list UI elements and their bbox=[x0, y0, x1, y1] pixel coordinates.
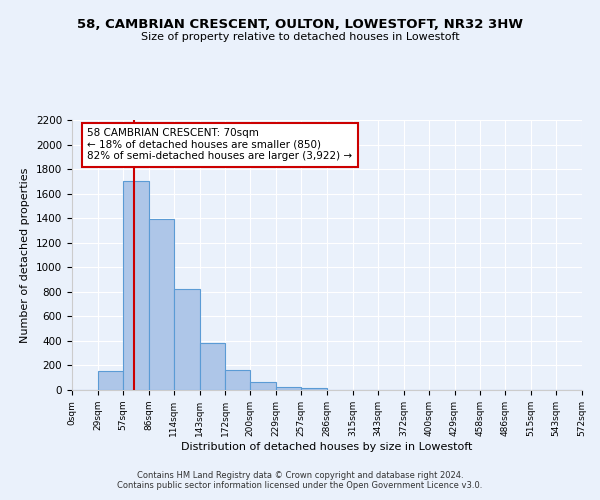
Y-axis label: Number of detached properties: Number of detached properties bbox=[20, 168, 31, 342]
Bar bbox=[149, 220, 173, 390]
Text: 58 CAMBRIAN CRESCENT: 70sqm
← 18% of detached houses are smaller (850)
82% of se: 58 CAMBRIAN CRESCENT: 70sqm ← 18% of det… bbox=[88, 128, 352, 162]
Bar bbox=[301, 388, 327, 390]
Bar bbox=[226, 370, 250, 390]
Bar bbox=[173, 289, 199, 390]
Text: Size of property relative to detached houses in Lowestoft: Size of property relative to detached ho… bbox=[140, 32, 460, 42]
Text: 58, CAMBRIAN CRESCENT, OULTON, LOWESTOFT, NR32 3HW: 58, CAMBRIAN CRESCENT, OULTON, LOWESTOFT… bbox=[77, 18, 523, 30]
Bar bbox=[98, 371, 123, 390]
X-axis label: Distribution of detached houses by size in Lowestoft: Distribution of detached houses by size … bbox=[181, 442, 473, 452]
Bar bbox=[276, 387, 301, 390]
Bar bbox=[199, 343, 226, 390]
Bar bbox=[250, 382, 276, 390]
Bar bbox=[123, 182, 149, 390]
Text: Contains HM Land Registry data © Crown copyright and database right 2024.
Contai: Contains HM Land Registry data © Crown c… bbox=[118, 470, 482, 490]
